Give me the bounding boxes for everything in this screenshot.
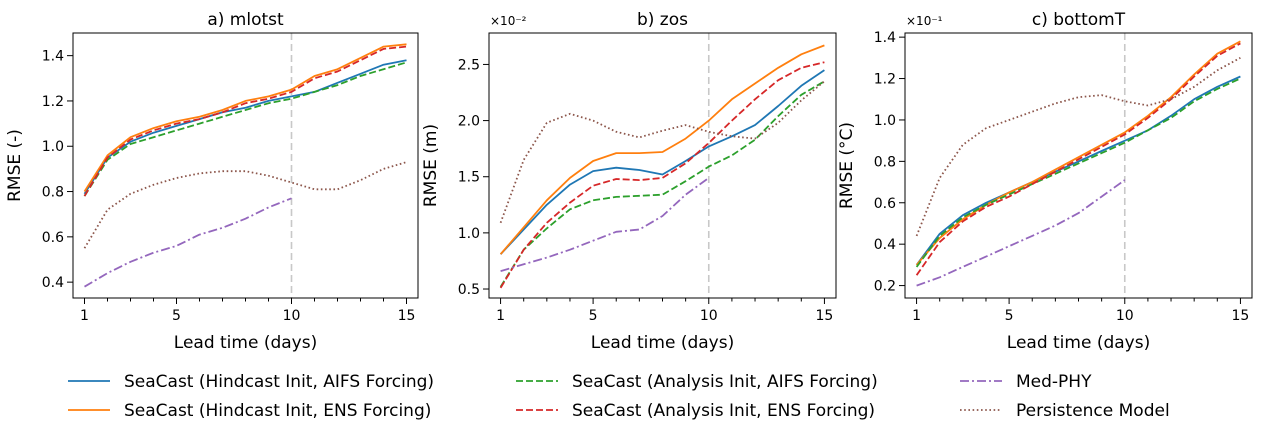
y-tick-label: 0.8 — [42, 185, 64, 201]
y-tick-label: 1.2 — [874, 72, 896, 88]
y-tick-label: 0.8 — [874, 154, 896, 170]
series-line-ana_aifs — [83, 61, 407, 197]
y-scale-label: ×10⁻² — [490, 14, 527, 28]
legend-item-hind_ens: SeaCast (Hindcast Init, ENS Forcing) — [68, 401, 431, 421]
legend-label: Med-PHY — [1016, 372, 1092, 392]
y-tick-label: 0.6 — [42, 230, 64, 246]
legend-item-hind_aifs: SeaCast (Hindcast Init, AIFS Forcing) — [68, 372, 434, 392]
x-tick-label: 10 — [1116, 308, 1134, 324]
legend-item-medphy: Med-PHY — [960, 372, 1092, 392]
legend-label: Persistence Model — [1016, 401, 1170, 421]
y-tick-label: 1.0 — [458, 226, 480, 242]
x-axis-label: Lead time (days) — [174, 333, 317, 353]
axes-frame — [72, 32, 419, 299]
x-tick-label: 15 — [398, 308, 416, 324]
y-axis-label: RMSE (-) — [5, 129, 25, 202]
series-line-ana_aifs — [499, 80, 825, 288]
y-tick-label: 2.5 — [458, 57, 480, 73]
legend: SeaCast (Hindcast Init, AIFS Forcing) Sea… — [68, 372, 1170, 421]
y-scale-label: ×10⁻¹ — [906, 14, 943, 28]
axes-frame — [904, 32, 1253, 299]
x-tick-label: 1 — [80, 308, 89, 324]
legend-item-ana_aifs: SeaCast (Analysis Init, AIFS Forcing) — [516, 372, 878, 392]
y-tick-label: 0.4 — [874, 237, 896, 253]
series-line-ana_ens — [499, 61, 825, 289]
series-line-persist — [915, 57, 1241, 237]
legend-label: SeaCast (Analysis Init, ENS Forcing) — [572, 401, 875, 421]
x-tick-label: 1 — [912, 308, 921, 324]
series-line-hind_ens — [499, 44, 825, 255]
y-tick-label: 1.0 — [874, 113, 896, 129]
chart-title: c) bottomT — [1032, 10, 1126, 30]
y-tick-label: 1.2 — [42, 94, 64, 110]
legend-label: SeaCast (Hindcast Init, ENS Forcing) — [124, 401, 431, 421]
y-axis-label: RMSE (°C) — [837, 122, 857, 209]
x-tick-label: 15 — [816, 308, 834, 324]
x-tick-label: 5 — [589, 308, 598, 324]
x-tick-label: 10 — [283, 308, 301, 324]
x-axis-label: Lead time (days) — [591, 333, 734, 353]
x-tick-label: 5 — [172, 308, 181, 324]
y-tick-label: 0.4 — [42, 275, 64, 291]
y-tick-label: 0.6 — [874, 196, 896, 212]
series-line-hind_aifs — [83, 59, 407, 195]
legend-item-persist: Persistence Model — [960, 401, 1170, 421]
series-line-ana_ens — [915, 42, 1241, 276]
legend-item-ana_ens: SeaCast (Analysis Init, ENS Forcing) — [516, 401, 875, 421]
y-axis-label: RMSE (m) — [421, 124, 441, 207]
x-axis-label: Lead time (days) — [1007, 333, 1150, 353]
y-tick-label: 0.2 — [874, 279, 896, 295]
chart-title: b) zos — [637, 10, 688, 30]
series-line-ana_ens — [83, 45, 407, 197]
legend-label: SeaCast (Hindcast Init, AIFS Forcing) — [124, 372, 434, 392]
chart-panel-3: 1 5 10 150.20.40.60.81.01.21.4c) bottomT×10… — [837, 10, 1253, 353]
series-line-medphy — [916, 179, 1126, 287]
series-line-hind_aifs — [499, 69, 825, 255]
x-tick-label: 5 — [1005, 308, 1014, 324]
y-tick-label: 2.0 — [458, 114, 480, 130]
series-line-hind_ens — [915, 40, 1241, 266]
series-line-medphy — [84, 197, 292, 288]
series-line-hind_aifs — [915, 75, 1241, 266]
axes-frame — [488, 32, 837, 299]
series-line-medphy — [500, 177, 710, 272]
legend-label: SeaCast (Analysis Init, AIFS Forcing) — [572, 372, 878, 392]
series-line-persist — [83, 161, 407, 249]
chart-title: a) mlotst — [207, 10, 284, 30]
y-tick-label: 1.4 — [874, 30, 896, 46]
x-tick-label: 1 — [496, 308, 505, 324]
series-line-hind_ens — [83, 43, 407, 192]
series-line-persist — [499, 80, 825, 224]
x-tick-label: 10 — [700, 308, 718, 324]
y-tick-label: 1.0 — [42, 139, 64, 155]
y-tick-label: 1.4 — [42, 49, 64, 65]
y-tick-label: 0.5 — [458, 282, 480, 298]
series-line-ana_aifs — [915, 77, 1241, 268]
x-tick-label: 15 — [1232, 308, 1250, 324]
y-tick-label: 1.5 — [458, 170, 480, 186]
